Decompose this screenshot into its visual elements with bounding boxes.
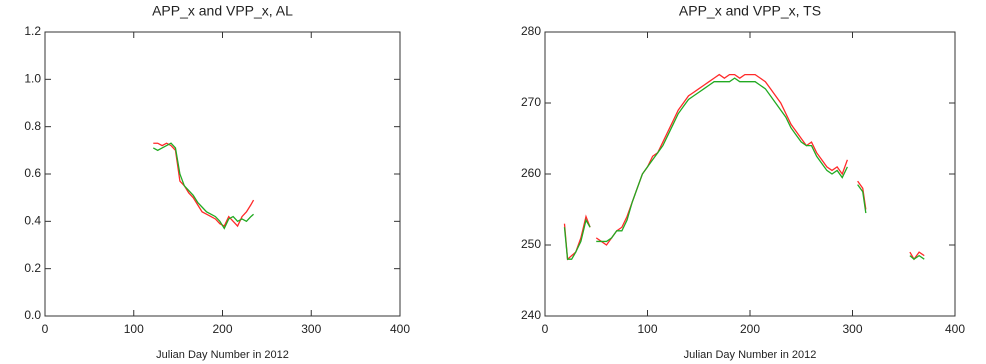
y-tick-label: 0.4 [24, 214, 41, 228]
data-line [563, 77, 925, 261]
x-tick-label: 0 [542, 322, 549, 336]
chart-title: APP_x and VPP_x, TS [679, 3, 821, 19]
y-tick-label: 0.0 [24, 308, 41, 322]
x-tick-label: 300 [301, 322, 321, 336]
y-tick-label: 260 [521, 166, 541, 180]
y-tick-label: 240 [521, 308, 541, 322]
x-tick-label: 100 [124, 322, 144, 336]
y-tick-label: 0.6 [24, 166, 41, 180]
y-tick-label: 270 [521, 95, 541, 109]
chart-title: APP_x and VPP_x, AL [152, 3, 293, 19]
data-line [563, 73, 925, 261]
y-tick-label: 1.0 [24, 72, 41, 86]
y-tick-label: 1.2 [24, 24, 41, 38]
y-tick-label: 0.2 [24, 261, 41, 275]
y-tick-label: 280 [521, 24, 541, 38]
x-tick-label: 400 [945, 322, 965, 336]
data-line [153, 142, 255, 228]
x-tick-label: 0 [42, 322, 49, 336]
y-tick-label: 0.8 [24, 119, 41, 133]
x-axis-label: Julian Day Number in 2012 [684, 349, 817, 361]
x-axis-label: Julian Day Number in 2012 [156, 349, 289, 361]
x-tick-label: 300 [842, 322, 862, 336]
plot-frame [44, 31, 401, 317]
x-tick-label: 200 [212, 322, 232, 336]
y-tick-label: 250 [521, 237, 541, 251]
data-line [152, 142, 254, 230]
x-tick-label: 400 [390, 322, 410, 336]
x-tick-label: 100 [637, 322, 657, 336]
x-tick-label: 200 [740, 322, 760, 336]
